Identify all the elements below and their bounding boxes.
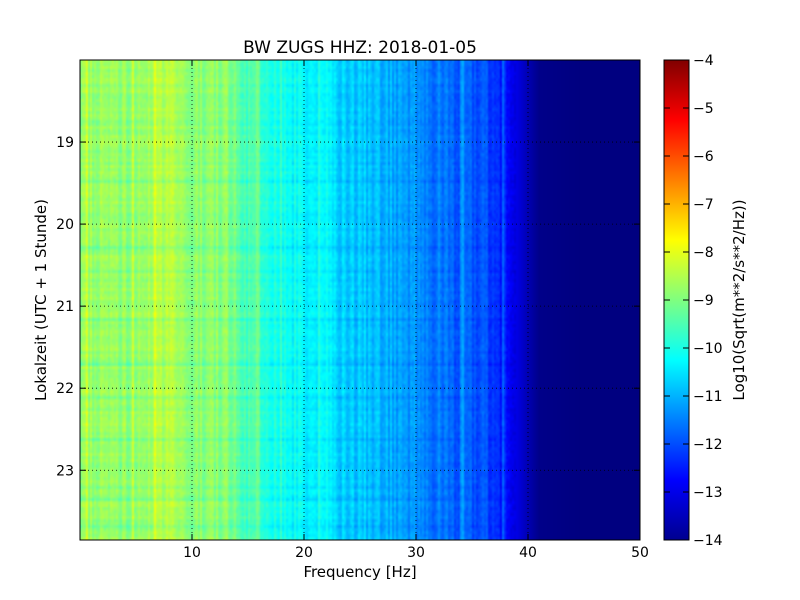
- colorbar-tick-label: −7: [693, 197, 714, 213]
- chart-title: BW ZUGS HHZ: 2018-01-05: [243, 38, 477, 58]
- colorbar-tick-label: −8: [693, 245, 714, 261]
- y-tick-label: 19: [56, 135, 74, 151]
- colorbar-tick-label: −13: [693, 485, 723, 501]
- colorbar-tick-label: −5: [693, 101, 714, 117]
- y-tick-label: 22: [56, 381, 74, 397]
- plot-frame: [79, 59, 641, 541]
- x-axis-label: Frequency [Hz]: [303, 563, 416, 581]
- colorbar-tick-label: −6: [693, 149, 714, 165]
- y-axis-ticks: 19 20 21 22 23: [56, 135, 640, 479]
- grid-lines: [80, 60, 640, 540]
- colorbar-tick-label: −4: [693, 53, 714, 69]
- colorbar-tick-label: −14: [693, 533, 723, 549]
- y-tick-label: 20: [56, 217, 74, 233]
- heatmap-image: [80, 60, 640, 540]
- x-tick-label: 30: [407, 545, 425, 561]
- y-tick-label: 21: [56, 299, 74, 315]
- x-tick-label: 40: [519, 545, 537, 561]
- y-tick-label: 23: [56, 463, 74, 479]
- y-axis-label: Lokalzeit (UTC + 1 Stunde): [32, 199, 50, 401]
- colorbar-tick-label: −10: [693, 341, 723, 357]
- colorbar-tick-label: −9: [693, 293, 714, 309]
- spectrogram-heatmap: [80, 60, 640, 540]
- colorbar-tick-label: −12: [693, 437, 723, 453]
- colorbar-label: Log10(Sqrt(m**2/s**2/Hz)): [730, 199, 748, 400]
- x-axis-ticks: 10 20 30 40 50: [183, 60, 649, 561]
- x-tick-label: 50: [631, 545, 649, 561]
- colorbar-tick-label: −11: [693, 389, 723, 405]
- x-tick-label: 20: [295, 545, 313, 561]
- x-tick-label: 10: [183, 545, 201, 561]
- colorbar-ticks: −4 −5 −6 −7 −8 −9 −10 −11 −12 −13 −14: [664, 53, 723, 549]
